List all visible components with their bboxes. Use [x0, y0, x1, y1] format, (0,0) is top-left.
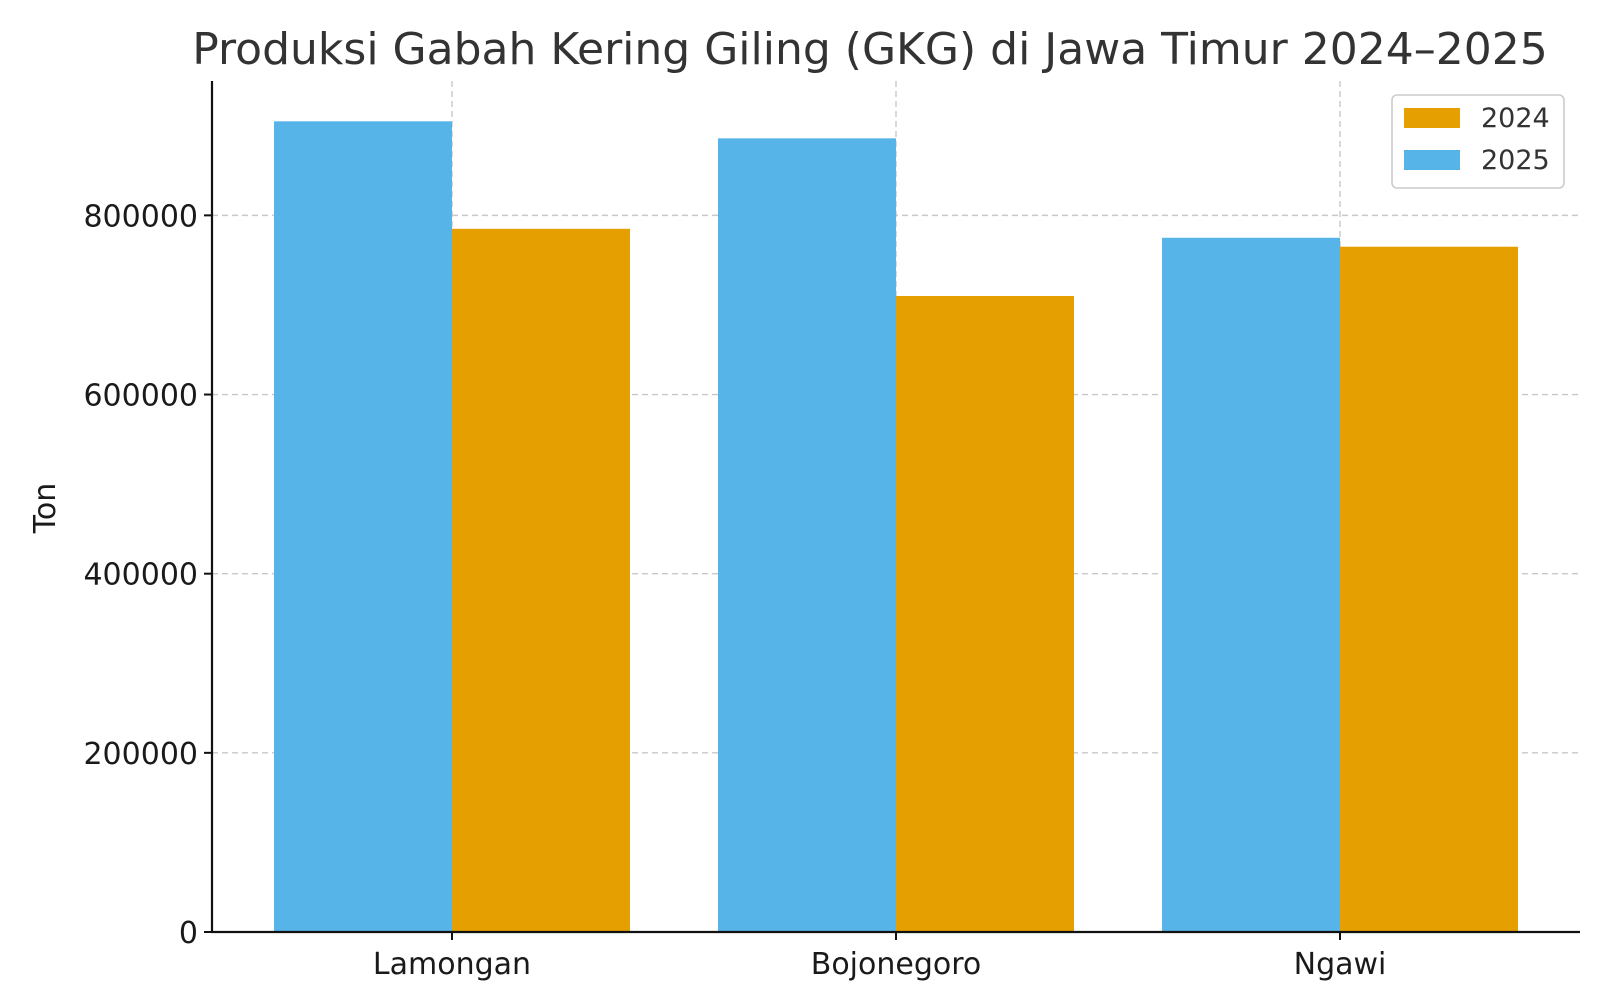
bar-2024-bojonegoro	[896, 295, 1074, 932]
x-tick-label: Bojonegoro	[811, 947, 982, 982]
bar-2025-bojonegoro	[718, 138, 896, 933]
y-axis-label: Ton	[28, 483, 63, 535]
legend-label-2024: 2024	[1481, 103, 1550, 134]
chart-title: Produksi Gabah Kering Giling (GKG) di Ja…	[192, 24, 1547, 75]
legend-label-2025: 2025	[1481, 145, 1550, 176]
bar-2025-ngawi	[1162, 237, 1340, 932]
legend-swatch-2025	[1404, 150, 1460, 170]
tick-labels: 0 200000 400000 600000 800000 Lamongan Bojoneg…	[83, 199, 1386, 982]
y-tick-label: 200000	[83, 737, 198, 772]
bar-2024-ngawi	[1340, 246, 1518, 932]
bar-2024-lamongan	[452, 228, 630, 932]
bars	[274, 121, 1518, 933]
bar-2025-lamongan	[274, 121, 452, 932]
y-tick-label: 800000	[83, 199, 198, 234]
legend-swatch-2024	[1404, 108, 1460, 128]
x-tick-label: Ngawi	[1294, 947, 1387, 982]
legend: 2024 2025	[1391, 94, 1565, 189]
y-tick-label: 400000	[83, 558, 198, 593]
y-tick-label: 0	[179, 916, 198, 951]
y-tick-label: 600000	[83, 379, 198, 414]
x-tick-label: Lamongan	[373, 947, 531, 982]
